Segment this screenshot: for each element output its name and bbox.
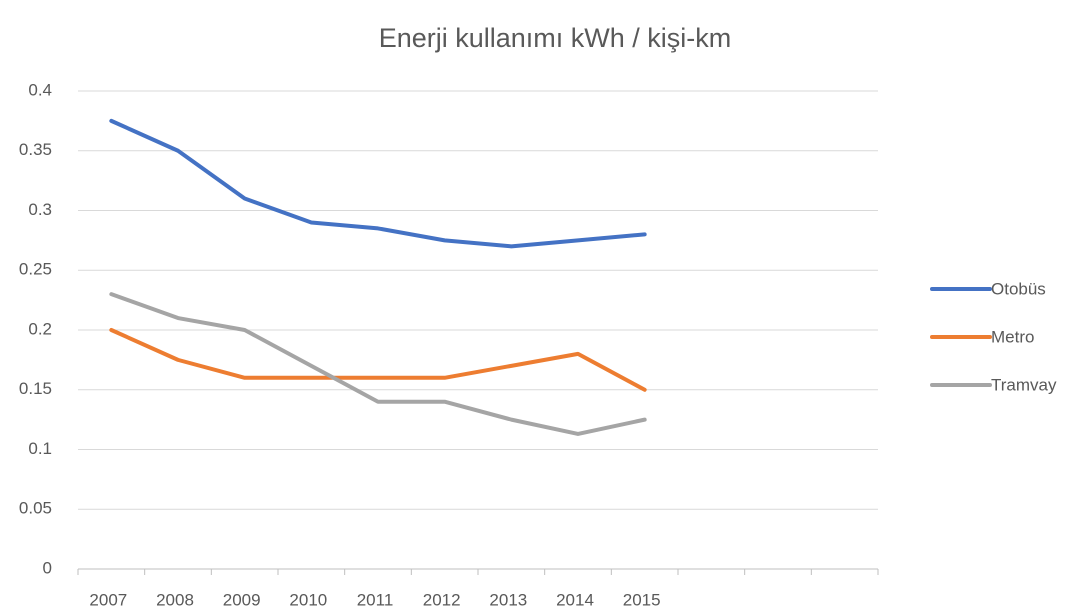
legend-label: Otobüs	[991, 279, 1046, 298]
y-tick-label: 0.35	[19, 140, 52, 159]
y-tick-label: 0.1	[28, 439, 52, 458]
y-tick-label: 0	[43, 558, 52, 577]
y-tick-label: 0.3	[28, 200, 52, 219]
x-tick-label: 2009	[223, 590, 261, 609]
x-tick-label: 2008	[156, 590, 194, 609]
line-series	[109, 118, 647, 249]
x-tick-label: 2010	[289, 590, 327, 609]
x-tick-label: 2014	[556, 590, 594, 609]
y-tick-label: 0.05	[19, 499, 52, 518]
legend-label: Metro	[991, 327, 1034, 346]
x-tick-label: 2012	[423, 590, 461, 609]
x-tick-label: 2013	[489, 590, 527, 609]
x-tick-label: 2007	[89, 590, 127, 609]
y-tick-label: 0.2	[28, 319, 52, 338]
line-series	[109, 328, 647, 392]
legend-label: Tramvay	[991, 375, 1057, 394]
y-tick-label: 0.25	[19, 260, 52, 279]
line-series	[109, 292, 647, 436]
y-tick-label: 0.4	[28, 80, 52, 99]
chart-title: Enerji kullanımı kWh / kişi-km	[379, 23, 732, 53]
y-tick-label: 0.15	[19, 379, 52, 398]
x-tick-label: 2015	[623, 590, 661, 609]
x-tick-label: 2011	[357, 590, 394, 609]
